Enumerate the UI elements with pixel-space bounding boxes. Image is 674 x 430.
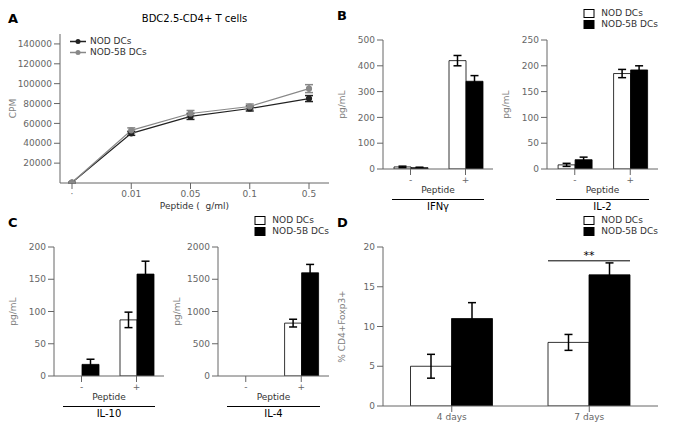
html-text:D: D bbox=[337, 215, 348, 230]
svg-text:-: - bbox=[573, 175, 576, 185]
svg-text:**: ** bbox=[584, 249, 596, 262]
html-text:NOD-5B DCs: NOD-5B DCs bbox=[601, 226, 658, 236]
svg-text:pg/mL: pg/mL bbox=[172, 297, 182, 325]
html-text:C: C bbox=[8, 215, 18, 230]
svg-text:+: + bbox=[297, 382, 305, 392]
svg-text:200: 200 bbox=[358, 113, 375, 123]
svg-text:80000: 80000 bbox=[23, 99, 52, 109]
svg-text:10: 10 bbox=[364, 322, 376, 332]
svg-text:200: 200 bbox=[29, 242, 46, 252]
svg-text:20000: 20000 bbox=[23, 158, 52, 168]
svg-text:0.05: 0.05 bbox=[180, 189, 200, 199]
svg-text:0: 0 bbox=[204, 371, 210, 381]
svg-text:0: 0 bbox=[369, 164, 375, 174]
svg-text:400: 400 bbox=[358, 61, 375, 71]
svg-text:2000: 2000 bbox=[187, 242, 210, 252]
svg-text:7 days: 7 days bbox=[574, 412, 604, 422]
svg-text:0.5: 0.5 bbox=[302, 189, 316, 199]
html-text:B: B bbox=[337, 8, 347, 23]
html-text:Peptide: Peptide bbox=[256, 392, 291, 402]
svg-text:·: · bbox=[71, 189, 74, 199]
svg-text:+: + bbox=[462, 175, 470, 185]
html-text:NOD-5B DCs: NOD-5B DCs bbox=[90, 47, 147, 57]
html-text:BDC2.5-CD4+ T cells: BDC2.5-CD4+ T cells bbox=[141, 12, 248, 24]
svg-text:250: 250 bbox=[522, 35, 539, 45]
svg-text:100: 100 bbox=[29, 307, 46, 317]
svg-text:pg/mL: pg/mL bbox=[337, 90, 347, 118]
svg-text:pg/mL: pg/mL bbox=[501, 90, 511, 118]
svg-text:-: - bbox=[80, 382, 83, 392]
html-text:Peptide: Peptide bbox=[92, 392, 126, 402]
svg-text:40000: 40000 bbox=[23, 138, 52, 148]
svg-text:1500: 1500 bbox=[187, 274, 210, 284]
svg-text:15: 15 bbox=[364, 282, 375, 292]
svg-text:50: 50 bbox=[528, 138, 540, 148]
svg-text:50: 50 bbox=[35, 339, 47, 349]
svg-text:100: 100 bbox=[522, 113, 539, 123]
html-text:NOD DCs: NOD DCs bbox=[601, 215, 643, 225]
svg-text:-: - bbox=[409, 175, 412, 185]
html-text:NOD-5B DCs: NOD-5B DCs bbox=[601, 19, 658, 29]
svg-text:500: 500 bbox=[358, 35, 375, 45]
svg-text:140000: 140000 bbox=[18, 39, 53, 49]
svg-text:1000: 1000 bbox=[187, 307, 210, 317]
svg-text:100000: 100000 bbox=[18, 79, 53, 89]
html-text:Peptide: Peptide bbox=[585, 185, 620, 195]
svg-text:+: + bbox=[133, 382, 141, 392]
html-text:NOD DCs: NOD DCs bbox=[90, 36, 132, 46]
svg-text:200: 200 bbox=[522, 61, 539, 71]
svg-text:20: 20 bbox=[364, 242, 376, 252]
html-text:IFNγ: IFNγ bbox=[426, 201, 449, 212]
html-text:NOD DCs: NOD DCs bbox=[272, 215, 314, 225]
html-text:IL-4: IL-4 bbox=[264, 408, 283, 419]
svg-text:100: 100 bbox=[358, 138, 375, 148]
svg-text:150: 150 bbox=[29, 274, 46, 284]
svg-text:300: 300 bbox=[358, 87, 375, 97]
svg-text:150: 150 bbox=[522, 87, 539, 97]
html-text:IL-10: IL-10 bbox=[96, 408, 122, 419]
html-text:Peptide: Peptide bbox=[421, 185, 455, 195]
svg-text:0: 0 bbox=[533, 164, 539, 174]
html-text:NOD DCs: NOD DCs bbox=[601, 8, 643, 18]
svg-text:5: 5 bbox=[369, 361, 375, 371]
svg-text:% CD4+Foxp3+: % CD4+Foxp3+ bbox=[337, 290, 347, 362]
svg-text:0.1: 0.1 bbox=[243, 189, 257, 199]
html-text:NOD-5B DCs: NOD-5B DCs bbox=[272, 226, 329, 236]
svg-text:4 days: 4 days bbox=[437, 412, 467, 422]
html-text:A: A bbox=[8, 10, 19, 26]
html-text:Peptide ( g/ml): Peptide ( g/ml) bbox=[159, 201, 230, 211]
html-text:IL-2: IL-2 bbox=[593, 201, 612, 212]
svg-text:0: 0 bbox=[369, 401, 375, 411]
svg-text:0.01: 0.01 bbox=[121, 189, 141, 199]
svg-text:-: - bbox=[244, 382, 247, 392]
svg-text:500: 500 bbox=[193, 339, 210, 349]
svg-text:+: + bbox=[626, 175, 634, 185]
svg-text:0: 0 bbox=[40, 371, 46, 381]
svg-text:60000: 60000 bbox=[23, 119, 52, 129]
svg-text:120000: 120000 bbox=[18, 59, 53, 69]
svg-text:pg/mL: pg/mL bbox=[8, 297, 18, 325]
svg-text:CPM: CPM bbox=[8, 99, 18, 118]
